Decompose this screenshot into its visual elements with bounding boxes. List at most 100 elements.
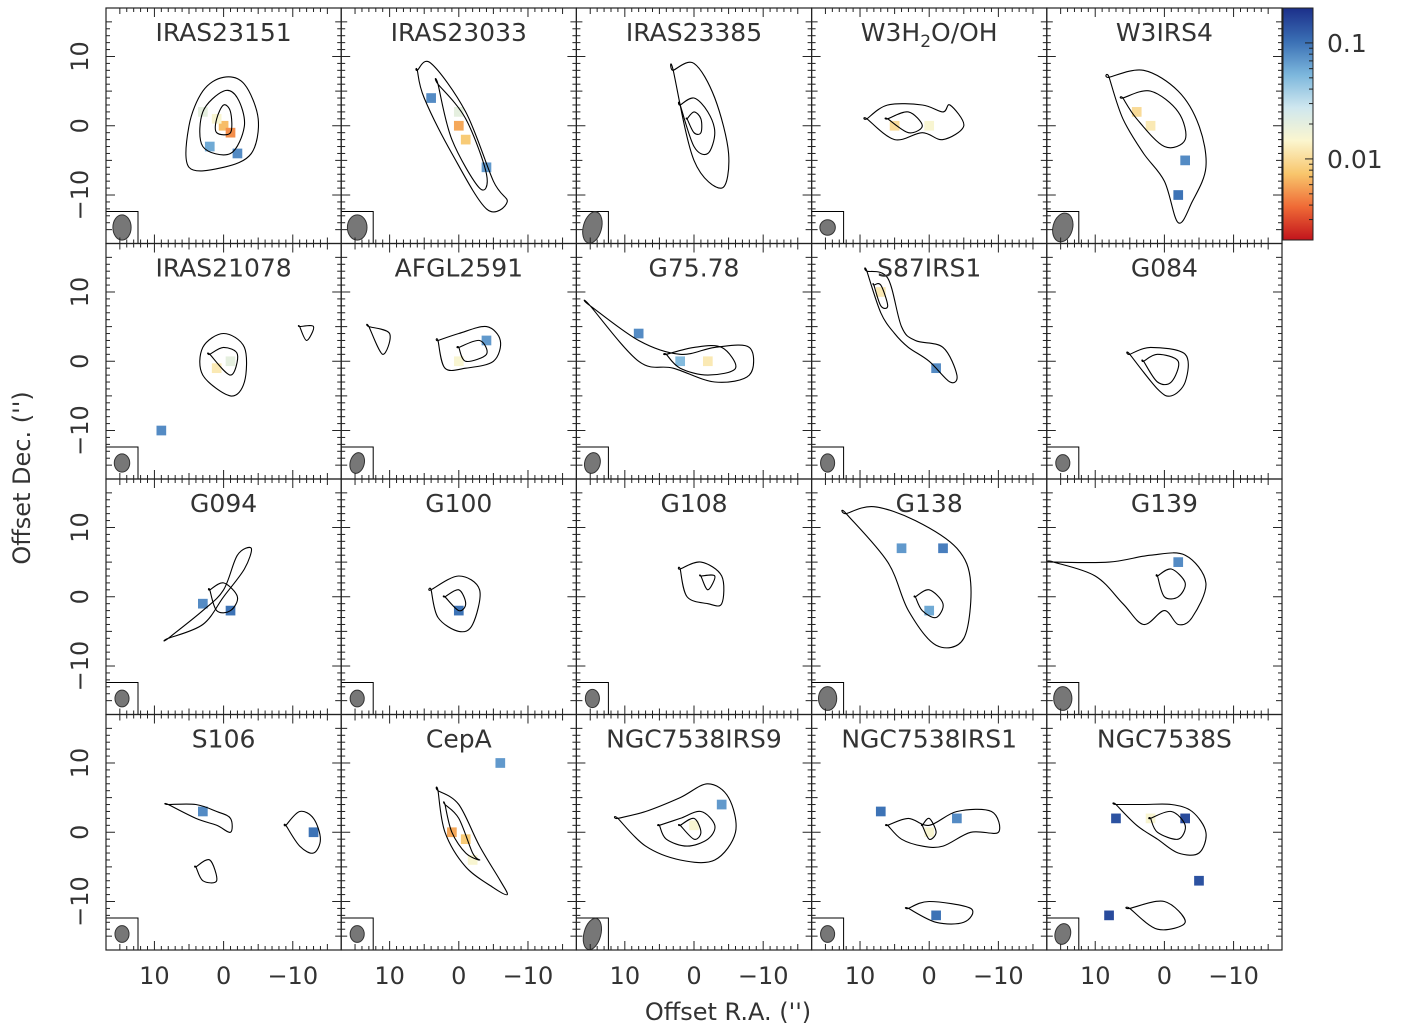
panel-title: IRAS23033 [391,18,527,47]
contour [163,546,253,642]
beam-ellipse [820,925,836,943]
beam-box [341,682,374,715]
panel-title: NGC7538IRS1 [841,725,1017,754]
panel-plot-area [841,506,972,649]
color-pixel [225,356,236,367]
x-tick-label: 0 [216,962,231,990]
color-pixel [931,910,941,921]
contour [677,561,725,607]
panel-ngc7538s: NGC7538S [1046,713,1283,951]
contour [199,332,248,397]
panel-plot-area [185,76,260,172]
panel-iras23385: IRAS23385 [575,7,813,245]
panel-plot-area [670,61,730,189]
panel-title: CepA [426,725,492,754]
color-pixel [924,827,935,838]
contour [442,589,467,612]
color-pixel [467,855,478,865]
panel-plot-area [428,575,481,633]
x-tick-label: 0 [686,962,701,990]
beam-box [1046,917,1080,950]
panel-plot-area [677,561,725,607]
beam-box [341,211,374,244]
contour [435,786,508,896]
x-tick-label: −10 [973,962,1024,990]
panel-plot-area [863,103,965,141]
beam-ellipse [1055,454,1071,472]
beam-ellipse [112,214,132,241]
panel-title: W3H2O/OH [861,18,998,52]
color-pixel [308,827,319,838]
x-tick-labels: 10 0 −10 10 0 −10 10 0 −10 10 0 −10 10 0 −10 [139,962,1259,990]
panel-g139: G139 [1046,478,1283,716]
contour [841,506,972,649]
panel-ngc7538irs9: NGC7538IRS9 [575,713,813,951]
panel-plot-area [1104,802,1207,931]
panel-title: IRAS23151 [155,18,291,47]
contour [194,859,218,884]
beam-box [106,917,139,950]
panel-title: W3IRS4 [1116,18,1213,47]
beam-ellipse [349,689,365,708]
contour [884,808,1001,848]
y-tick-label: 0 [66,589,94,604]
beam-box [341,446,374,479]
color-pixel [875,287,886,297]
beam-box [106,211,139,244]
contour [663,344,737,376]
beam-box [811,917,845,950]
panel-title: S87IRS1 [877,254,981,283]
panel-iras21078: IRAS21078 [105,242,342,480]
beam-box [811,446,845,479]
beam-ellipse [1054,923,1072,945]
beam-ellipse [820,453,836,473]
contour [904,900,974,925]
panel-plot-area [1105,69,1207,224]
contour [434,78,488,191]
x-tick-label: 10 [1080,962,1111,990]
color-pixel [716,799,727,810]
x-tick-label: −10 [738,962,789,990]
contour [185,76,260,172]
x-tick-label: 0 [451,962,466,990]
panel-plot-area [1047,552,1207,626]
contour [207,582,239,614]
contour [913,589,944,619]
panel-title: G100 [425,489,492,518]
color-pixel [952,813,962,824]
beam-ellipse [819,219,836,236]
color-pixel [453,120,464,131]
y-tick-labels: 10 0 −10 10 0 −10 10 0 −10 10 0 −10 [66,41,94,927]
contour [863,103,965,141]
color-pixel [198,806,208,817]
panel-s106: S106 [105,713,342,951]
contour [677,97,716,156]
contour [207,346,239,376]
y-tick-label: 10 [66,512,94,543]
panel-plot-area [415,60,508,213]
y-tick-label: 10 [66,748,94,779]
panel-plot-area [156,325,315,436]
contour [435,325,502,372]
contour [685,111,703,135]
contour [283,810,321,854]
color-pixel [1173,557,1184,567]
y-tick-label: −10 [66,641,94,692]
panel-g138: G138 [810,478,1048,716]
color-pixel [1194,875,1204,886]
y-tick-label: 0 [66,118,94,133]
beam-box [576,446,609,479]
panel-title: S106 [192,725,256,754]
color-pixel [1111,813,1121,824]
panel-g75-78: G75.78 [575,242,813,480]
color-pixel [453,107,464,117]
beam-ellipse [349,925,365,943]
color-pixel [1131,107,1142,117]
x-axis-title: Offset R.A. ('') [645,998,811,1026]
x-tick-label: 10 [610,962,641,990]
panel-title: G138 [896,489,963,518]
color-pixel [211,363,222,374]
panel-ngc7538irs1: NGC7538IRS1 [810,713,1048,951]
panel-plot-area [875,806,1001,925]
